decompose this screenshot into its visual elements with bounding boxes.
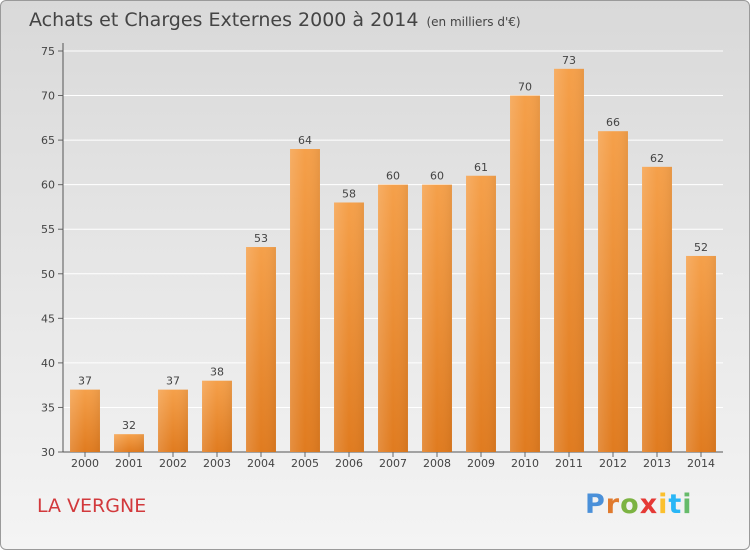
y-tick-label: 60 [41,179,55,192]
y-tick-label: 30 [41,446,55,459]
logo-letter: r [605,489,621,520]
bar-shine [554,68,584,453]
bar-value-label: 60 [386,170,400,183]
y-tick-label: 75 [41,45,55,58]
bar-shine [510,95,540,453]
x-tick-label: 2014 [687,457,715,470]
y-tick-label: 70 [41,90,55,103]
x-tick-label: 2009 [467,457,495,470]
x-tick-label: 2008 [423,457,451,470]
x-tick-label: 2002 [159,457,187,470]
bar-shine [202,380,232,452]
logo-letter: i [682,489,693,520]
x-tick-label: 2010 [511,457,539,470]
bar-value-label: 53 [254,232,268,245]
bar-value-label: 70 [518,81,532,94]
logo-letter: t [668,489,683,520]
logo-letter: x [639,489,659,520]
chart-title: Achats et Charges Externes 2000 à 2014 (e… [29,9,521,31]
bar-shine [334,202,364,452]
x-tick-label: 2000 [71,457,99,470]
bar-shine [158,389,188,452]
x-tick-label: 2001 [115,457,143,470]
bar-value-label: 37 [78,375,92,388]
logo-letter: P [585,489,606,520]
x-tick-label: 2012 [599,457,627,470]
y-tick-label: 40 [41,357,55,370]
bar-shine [114,434,144,452]
bar-value-label: 62 [650,152,664,165]
chart-subtitle: (en milliers d'€) [426,15,521,29]
x-tick-label: 2011 [555,457,583,470]
commune-name: LA VERGNE [37,495,147,517]
y-tick-label: 35 [41,401,55,414]
bar-value-label: 61 [474,161,488,174]
bar-shine [642,166,672,452]
bar-shine [686,255,716,452]
y-tick-label: 50 [41,268,55,281]
bar-value-label: 73 [562,54,576,67]
y-tick-label: 45 [41,312,55,325]
x-tick-label: 2005 [291,457,319,470]
bar-value-label: 64 [298,134,312,147]
bar-value-label: 66 [606,116,620,129]
bar-value-label: 38 [210,366,224,379]
y-tick-label: 55 [41,223,55,236]
logo-letter: i [658,489,669,520]
bar-shine [466,175,496,452]
x-tick-label: 2006 [335,457,363,470]
y-tick-label: 65 [41,134,55,147]
bar-value-label: 58 [342,187,356,200]
bar-value-label: 32 [122,419,136,432]
proxiti-logo: Proxiti [585,489,693,520]
logo-letter: o [620,489,640,520]
x-tick-label: 2013 [643,457,671,470]
bar-shine [378,184,408,452]
x-tick-label: 2007 [379,457,407,470]
bar-shine [422,184,452,452]
bar-value-label: 37 [166,375,180,388]
bar-shine [246,247,276,452]
x-tick-label: 2003 [203,457,231,470]
chart-title-text: Achats et Charges Externes 2000 à 2014 [29,9,419,31]
bar-shine [598,131,628,452]
x-tick-label: 2004 [247,457,275,470]
bar-value-label: 60 [430,170,444,183]
bar-shine [290,149,320,452]
bar-value-label: 52 [694,241,708,254]
bar-shine [70,389,100,452]
